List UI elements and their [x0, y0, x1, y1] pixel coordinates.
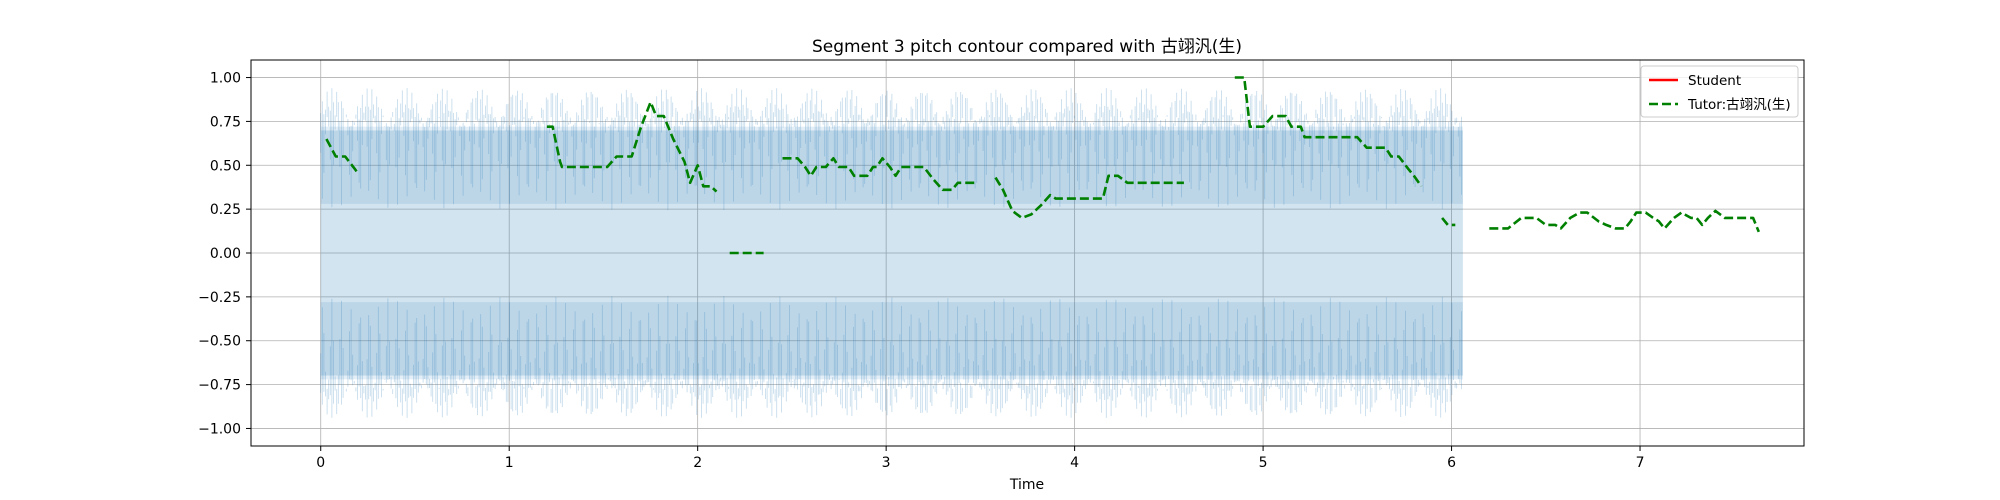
x-tick-label: 4 [1070, 455, 1079, 471]
y-tick-label: −0.25 [198, 290, 241, 306]
x-axis-ticks: 0 1 2 3 4 5 6 7 [316, 446, 1644, 471]
waveform-dense-band-lower [320, 302, 1463, 380]
x-tick-label: 6 [1447, 455, 1456, 471]
y-tick-label: −0.50 [198, 334, 241, 350]
y-tick-label: 1.00 [210, 71, 241, 87]
audio-waveform [320, 88, 1463, 418]
x-tick-label: 2 [693, 455, 702, 471]
y-tick-label: 0.50 [210, 158, 241, 174]
chart-title: Segment 3 pitch contour compared with 古翊… [812, 37, 1242, 57]
x-tick-label: 5 [1259, 455, 1268, 471]
waveform-dense-band-upper [320, 126, 1463, 204]
tutor-pitch-segment [1441, 217, 1456, 227]
waveform-body [320, 130, 1463, 376]
tutor-pitch-segment [994, 174, 1184, 220]
tutor-pitch-series [325, 76, 1761, 255]
legend-student-label: Student [1688, 73, 1741, 89]
legend-tutor-label: Tutor:古翊汎(生) [1687, 97, 1791, 113]
x-tick-label: 3 [882, 455, 891, 471]
y-tick-label: −1.00 [198, 421, 241, 437]
y-tick-label: 0.25 [210, 202, 241, 218]
x-tick-label: 0 [316, 455, 325, 471]
y-axis-ticks: 1.00 0.75 0.50 0.25 0.00 −0.25 −0.50 −0.75 −1.00 [198, 71, 251, 437]
waveform-oscillation [320, 88, 1462, 418]
y-tick-label: 0.00 [210, 246, 241, 262]
tutor-pitch-segment [325, 138, 360, 175]
tutor-pitch-segment [1234, 76, 1423, 188]
y-tick-label: −0.75 [198, 378, 241, 394]
grid-lines [251, 60, 1804, 446]
legend: Student Tutor:古翊汎(生) [1640, 65, 1799, 118]
tutor-pitch-segment [546, 100, 718, 193]
y-tick-label: 0.75 [210, 114, 241, 130]
x-tick-label: 7 [1636, 455, 1645, 471]
x-axis-label: Time [1009, 477, 1044, 493]
legend-box [1640, 65, 1799, 118]
tutor-pitch-segment [782, 157, 977, 192]
x-tick-label: 1 [505, 455, 514, 471]
tutor-pitch-segment [1489, 209, 1761, 233]
